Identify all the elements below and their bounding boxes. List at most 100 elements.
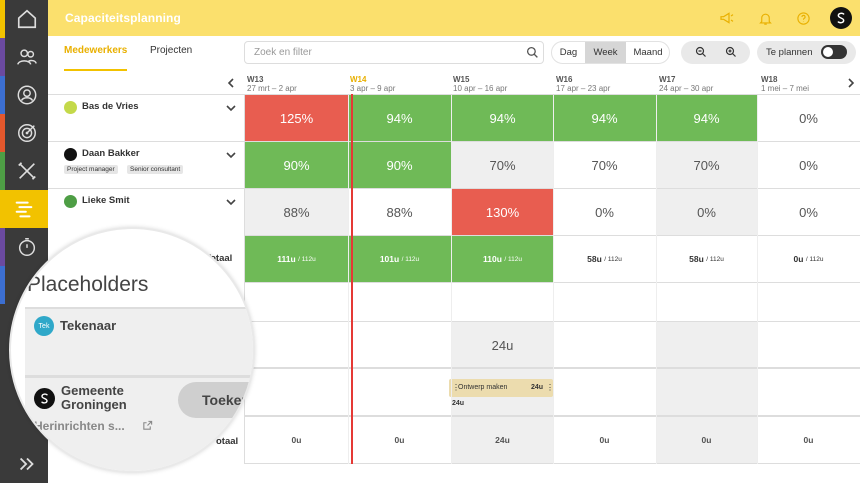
capacity-cell[interactable]: 94%: [553, 95, 656, 141]
home-icon[interactable]: [5, 0, 48, 38]
week-code: W17: [659, 75, 676, 84]
client-logo: [34, 388, 55, 409]
grid-line: [245, 188, 860, 189]
week-range: 1 mei – 7 mei: [761, 84, 810, 93]
task-below-hours: 24u: [452, 400, 465, 407]
avatar: Tek: [34, 316, 54, 336]
avatar: [64, 148, 77, 161]
task-name: Ontwerp maken: [458, 384, 508, 391]
tekenaar-row: [25, 309, 253, 375]
capacity-cell-over[interactable]: 130%: [451, 189, 554, 235]
capacity-cell[interactable]: 0%: [757, 95, 860, 141]
placeholder-total-cell[interactable]: 0u: [701, 435, 712, 445]
project-cell-bg: [656, 369, 757, 415]
capacity-cell[interactable]: 0%: [553, 189, 656, 235]
top-bar: Capaciteitsplanning: [48, 0, 860, 36]
toekennen-button[interactable]: Toeken: [178, 382, 253, 418]
grid-line: [757, 95, 758, 464]
bell-icon[interactable]: [756, 9, 774, 27]
te-plannen-toggle[interactable]: Te plannen: [757, 41, 856, 64]
magnifier-lens: Placeholders Tek Tekenaar Gemeente Groni…: [9, 227, 255, 473]
total-cell[interactable]: 101u / 112u: [348, 236, 451, 282]
search-input[interactable]: Zoek en filter: [244, 41, 544, 64]
view-maand-button[interactable]: Maand: [633, 47, 663, 58]
week-range: 3 apr – 9 apr: [350, 84, 396, 93]
zoom-in-icon[interactable]: [725, 46, 737, 58]
chevron-down-icon[interactable]: [226, 150, 236, 160]
external-link-icon[interactable]: [142, 420, 153, 431]
person-name[interactable]: Bas de Vries: [82, 101, 139, 112]
megaphone-icon[interactable]: [718, 9, 736, 27]
tab-medewerkers[interactable]: Medewerkers: [64, 45, 128, 56]
capacity-cell[interactable]: 70%: [553, 142, 656, 188]
capacity-cell[interactable]: 70%: [656, 142, 757, 188]
placeholder-total-cell[interactable]: 24u: [495, 435, 510, 445]
person-name[interactable]: Lieke Smit: [82, 195, 130, 206]
capacity-cell[interactable]: 90%: [245, 142, 348, 188]
view-week-button[interactable]: Week: [585, 42, 626, 63]
grid-line: [245, 367, 860, 369]
task-bar[interactable]: ⋮ Ontwerp maken 24u ⋮: [449, 379, 554, 397]
timer-icon[interactable]: [5, 228, 48, 266]
planning-icon[interactable]: [0, 190, 48, 228]
capacity-cell[interactable]: 94%: [656, 95, 757, 141]
capacity-cell[interactable]: 0%: [656, 189, 757, 235]
total-capacity: / 112u: [504, 255, 522, 263]
capacity-cell-over[interactable]: 125%: [245, 95, 348, 141]
active-tab-indicator: [64, 69, 127, 71]
capacity-cell[interactable]: 70%: [451, 142, 554, 188]
team-icon[interactable]: [5, 38, 48, 76]
total-cell[interactable]: 0u / 112u: [757, 236, 860, 282]
total-cell[interactable]: 58u / 112u: [656, 236, 757, 282]
toggle-switch[interactable]: [821, 45, 847, 59]
total-cell[interactable]: 110u / 112u: [451, 236, 554, 282]
avatar: [64, 195, 77, 208]
search-icon[interactable]: [526, 46, 539, 59]
drag-handle-icon[interactable]: ⋮: [546, 383, 554, 392]
chevron-down-icon[interactable]: [226, 103, 236, 113]
capacity-cell[interactable]: 90%: [348, 142, 451, 188]
total-cell[interactable]: 111u / 112u: [245, 236, 348, 282]
placeholder-total-cell[interactable]: 0u: [291, 435, 302, 445]
placeholder-total-cell[interactable]: 0u: [599, 435, 610, 445]
drag-handle-icon[interactable]: ⋮: [452, 383, 460, 392]
tab-projecten[interactable]: Projecten: [150, 45, 193, 56]
placeholder-cell-bg: [451, 322, 554, 368]
chevron-down-icon[interactable]: [226, 197, 236, 207]
tools-icon[interactable]: [5, 152, 48, 190]
app-title: Capaciteitsplanning: [65, 11, 181, 25]
grid-line: [451, 95, 452, 464]
capacity-cell[interactable]: 94%: [348, 95, 451, 141]
placeholders-title: Placeholders: [27, 273, 149, 296]
person-name[interactable]: Daan Bakker: [82, 148, 140, 159]
total-cell[interactable]: 58u / 112u: [553, 236, 656, 282]
company-logo[interactable]: [830, 7, 852, 29]
placeholder-total-cell[interactable]: 0u: [394, 435, 405, 445]
help-icon[interactable]: [794, 9, 812, 27]
capacity-cell[interactable]: 88%: [245, 189, 348, 235]
capacity-cell[interactable]: 88%: [348, 189, 451, 235]
grid-line: [348, 95, 349, 464]
client-name[interactable]: Gemeente Groningen: [61, 383, 127, 412]
capacity-cell[interactable]: 0%: [757, 142, 860, 188]
zoom-out-icon[interactable]: [695, 46, 707, 58]
placeholder-cell[interactable]: 24u: [491, 337, 514, 353]
placeholder-total-cell[interactable]: 0u: [803, 435, 814, 445]
week-range: 24 apr – 30 apr: [659, 84, 714, 93]
week-code: W16: [556, 75, 573, 84]
te-plannen-label: Te plannen: [766, 47, 813, 58]
grid-line: [48, 94, 860, 95]
grid-line: [245, 321, 860, 322]
user-icon[interactable]: [5, 76, 48, 114]
capacity-cell[interactable]: 0%: [757, 189, 860, 235]
capacity-cell[interactable]: 94%: [451, 95, 554, 141]
target-icon[interactable]: [5, 114, 48, 152]
project-subtitle[interactable]: Herinrichten s...: [34, 419, 125, 433]
view-dag-button[interactable]: Dag: [559, 47, 578, 58]
grid-line: [553, 95, 554, 464]
placeholder-name[interactable]: Tekenaar: [60, 318, 117, 333]
grid-line: [245, 415, 860, 417]
next-week-icon[interactable]: [846, 78, 856, 88]
prev-week-icon[interactable]: [226, 78, 236, 88]
week-range: 17 apr – 23 apr: [556, 84, 611, 93]
